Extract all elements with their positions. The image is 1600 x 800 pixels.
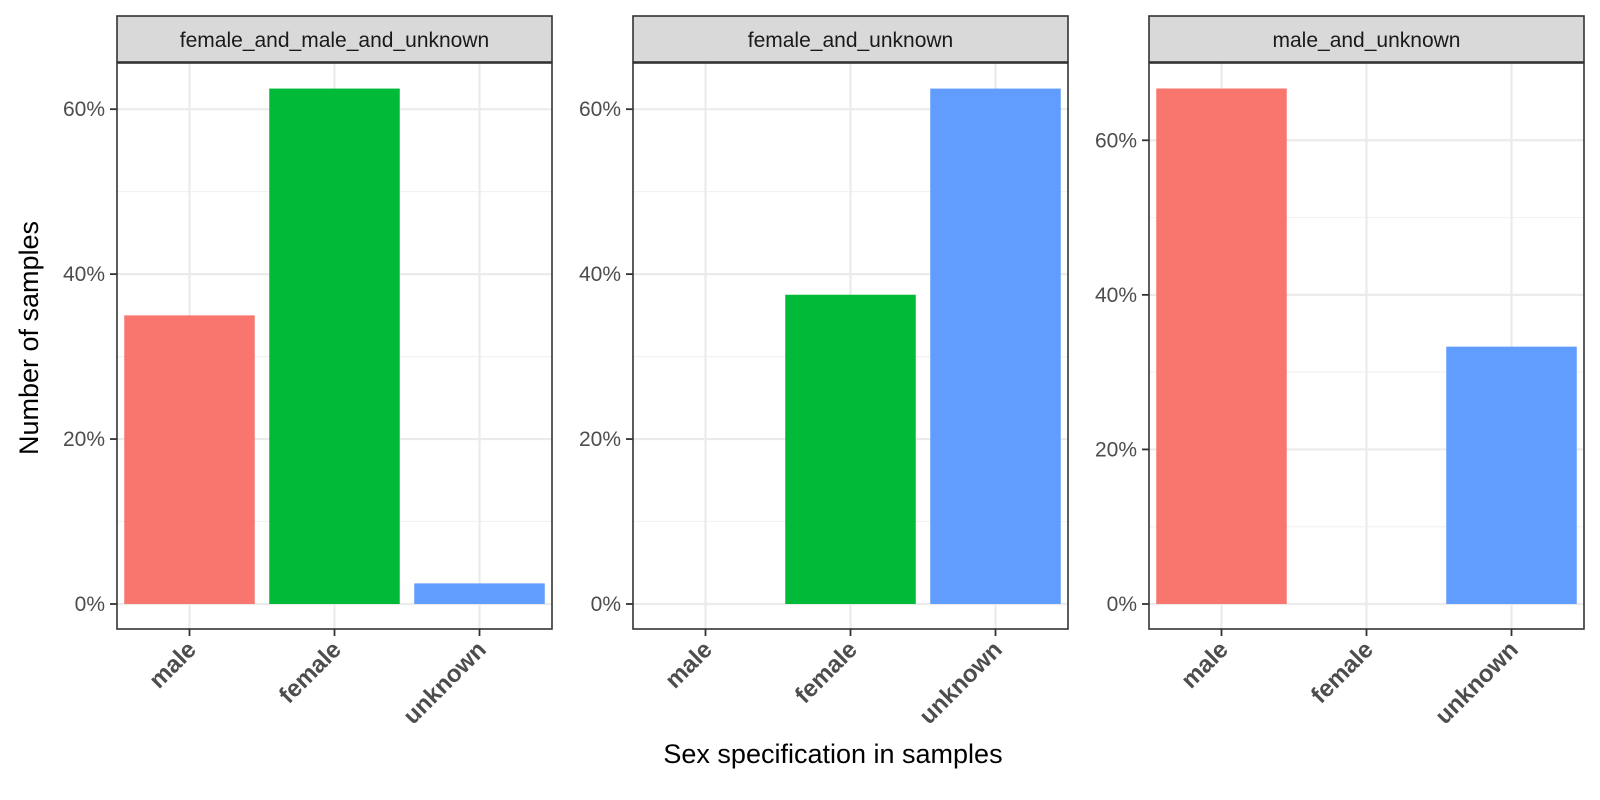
facet-strip-label: female_and_unknown (748, 29, 954, 52)
y-axis-title: Number of samples (14, 221, 44, 455)
facet-strip (1148, 15, 1585, 63)
bar-female (269, 88, 400, 604)
panel-1: 0% 20% 40% 60% male female unknown female_and_m… (63, 15, 553, 730)
bar-unknown (930, 88, 1061, 604)
y-tick-label: 20% (63, 428, 105, 451)
bar-male (1156, 88, 1287, 605)
x-tick-label: male (660, 636, 718, 694)
y-tick-label: 60% (63, 98, 105, 121)
y-tick-label: 40% (63, 263, 105, 286)
facet-strip (632, 15, 1069, 63)
panel-border (632, 62, 1069, 630)
y-tick-label: 0% (591, 593, 621, 616)
y-tick-label: 20% (579, 428, 621, 451)
y-tick-label: 40% (579, 263, 621, 286)
y-tick-label: 60% (1095, 129, 1137, 152)
x-tick-label: female (274, 636, 347, 709)
x-tick-label: unknown (1430, 636, 1524, 730)
facet-strip-label: male_and_unknown (1273, 29, 1461, 52)
bar-unknown (414, 583, 545, 604)
x-tick-label: male (1176, 636, 1234, 694)
y-tick-label: 0% (75, 593, 105, 616)
bar-female (785, 294, 916, 604)
x-axis-title: Sex specification in samples (663, 739, 1002, 769)
y-tick-label: 0% (1107, 593, 1137, 616)
y-tick-label: 60% (579, 98, 621, 121)
facet-strip (116, 15, 553, 63)
panel-border (116, 62, 553, 630)
x-tick-label: unknown (398, 636, 492, 730)
chart-panels: 0% 20% 40% 60% male female unknown female_and_m… (63, 15, 1585, 730)
bar-male (124, 315, 255, 604)
x-tick-label: unknown (914, 636, 1008, 730)
bar-unknown (1446, 346, 1577, 604)
panel-2: 0% 20% 40% 60% male female unknown female_and_u… (579, 15, 1069, 730)
panel-3: 0% 20% 40% 60% male female unknown male_and_unk… (1095, 15, 1585, 730)
panel-border (1148, 62, 1585, 630)
x-tick-label: male (144, 636, 202, 694)
y-tick-label: 20% (1095, 438, 1137, 461)
facet-strip-label: female_and_male_and_unknown (180, 29, 489, 52)
y-tick-label: 40% (1095, 284, 1137, 307)
x-tick-label: female (1306, 636, 1379, 709)
x-tick-label: female (790, 636, 863, 709)
